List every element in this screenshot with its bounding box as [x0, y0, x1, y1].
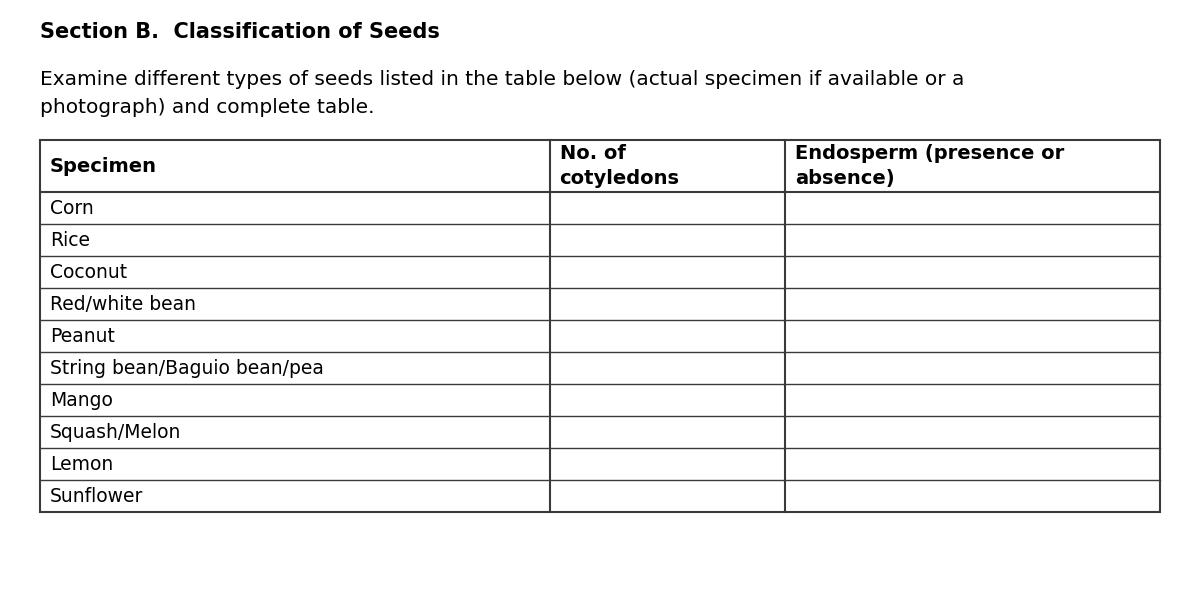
Bar — [40, 140, 1160, 512]
Text: Corn: Corn — [50, 199, 94, 217]
Text: Endosperm (presence or
absence): Endosperm (presence or absence) — [794, 144, 1064, 188]
Text: Lemon: Lemon — [50, 454, 113, 474]
Text: Red/white bean: Red/white bean — [50, 295, 196, 314]
Text: Coconut: Coconut — [50, 262, 127, 281]
Text: Peanut: Peanut — [50, 326, 115, 345]
Text: Mango: Mango — [50, 390, 113, 409]
Text: Sunflower: Sunflower — [50, 487, 143, 505]
Text: Specimen: Specimen — [50, 157, 157, 175]
Text: Examine different types of seeds listed in the table below (actual specimen if a: Examine different types of seeds listed … — [40, 70, 965, 89]
Text: Rice: Rice — [50, 230, 90, 250]
Text: No. of
cotyledons: No. of cotyledons — [559, 144, 679, 188]
Text: Squash/Melon: Squash/Melon — [50, 423, 181, 442]
Text: Section B.  Classification of Seeds: Section B. Classification of Seeds — [40, 22, 440, 42]
Text: String bean/Baguio bean/pea: String bean/Baguio bean/pea — [50, 359, 324, 378]
Text: photograph) and complete table.: photograph) and complete table. — [40, 98, 374, 117]
